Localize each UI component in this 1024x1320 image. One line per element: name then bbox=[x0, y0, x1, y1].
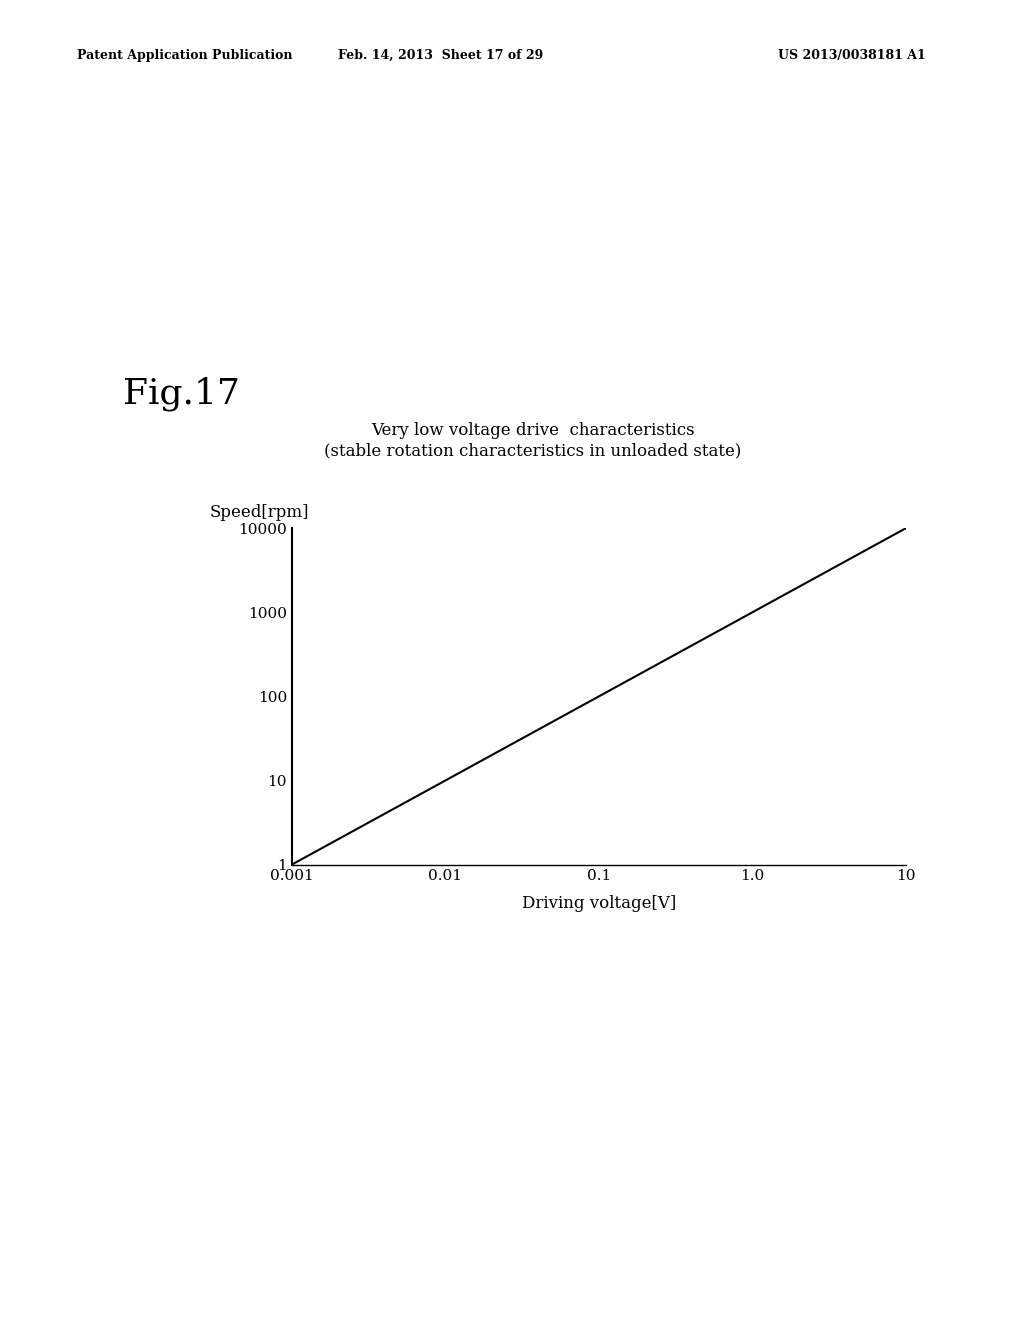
Text: Very low voltage drive  characteristics
(stable rotation characteristics in unlo: Very low voltage drive characteristics (… bbox=[324, 422, 741, 459]
Text: Speed[rpm]: Speed[rpm] bbox=[210, 504, 309, 521]
Text: Fig.17: Fig.17 bbox=[123, 376, 240, 411]
Text: Feb. 14, 2013  Sheet 17 of 29: Feb. 14, 2013 Sheet 17 of 29 bbox=[338, 49, 543, 62]
Text: Patent Application Publication: Patent Application Publication bbox=[77, 49, 292, 62]
Text: US 2013/0038181 A1: US 2013/0038181 A1 bbox=[778, 49, 926, 62]
X-axis label: Driving voltage[V]: Driving voltage[V] bbox=[522, 895, 676, 912]
